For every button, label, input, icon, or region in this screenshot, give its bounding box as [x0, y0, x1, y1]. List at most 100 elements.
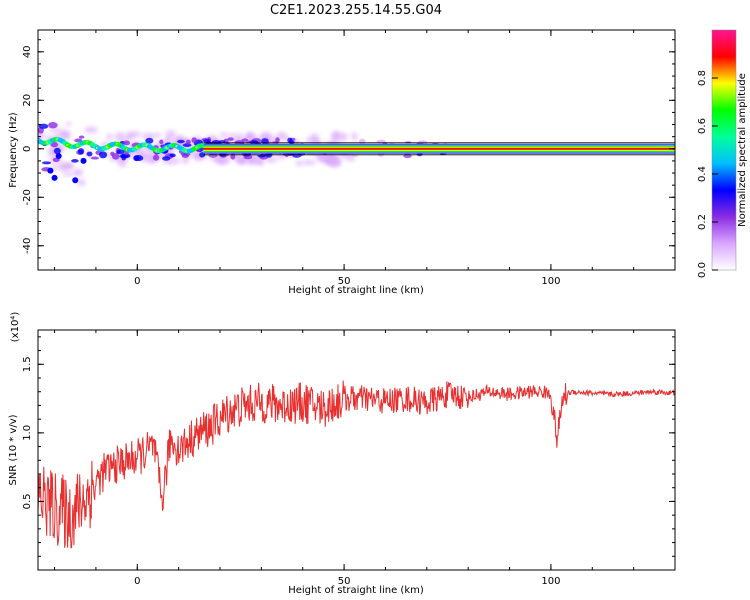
heatmap-scatter-blob	[208, 152, 218, 158]
snr-panel: 0 50 100 0.5 1.0 1.5 Height of straight line …	[8, 312, 676, 596]
snr-ytick-label: 1.5	[22, 356, 33, 372]
heatmap-halo-blob	[162, 159, 172, 165]
heatmap-halo-blob	[106, 133, 113, 140]
heatmap-noise-blob	[159, 139, 164, 145]
heatmap-low-blob	[80, 157, 87, 164]
figure-title: C2E1.2023.255.14.55.G04	[270, 3, 442, 18]
heatmap-noise-blob	[110, 151, 115, 157]
snr-xtick-label: 100	[541, 576, 560, 587]
colorbar-gradient	[712, 30, 736, 270]
heatmap-noise-blob	[230, 153, 236, 160]
heatmap-line-core	[203, 147, 675, 150]
heatmap-noise-blob	[152, 154, 160, 161]
heatmap-noise-blob	[99, 151, 108, 159]
heatmap-halo-blob	[65, 121, 72, 126]
heatmap-halo-blob	[219, 132, 229, 138]
colorbar-tick-label: 0.6	[697, 118, 708, 134]
heatmap-noise-blob	[48, 121, 58, 129]
heatmap-halo-blob	[328, 154, 340, 163]
snr-xtick-label: 50	[338, 576, 351, 587]
heatmap-halo-blob	[351, 132, 358, 141]
heatmap-halo-blob	[125, 132, 134, 141]
heatmap-xtick-label: 0	[134, 276, 140, 287]
heatmap-noise-blob	[287, 137, 293, 143]
heatmap-halo-blob	[265, 156, 277, 163]
heatmap-noise-blob	[50, 141, 59, 148]
heatmap-halo-blob	[165, 130, 177, 140]
heatmap-noise-blob	[169, 153, 176, 158]
heatmap-halo-blob	[74, 171, 82, 177]
heatmap-halo-blob	[227, 133, 237, 138]
heatmap-low-blob	[47, 167, 54, 174]
heatmap-halo-blob	[48, 127, 62, 133]
snr-ticks: 0 50 100 0.5 1.0 1.5	[22, 330, 676, 587]
heatmap-noise-blob	[42, 161, 52, 165]
heatmap-noise-blob	[86, 151, 93, 157]
heatmap-noise-blob	[227, 137, 234, 141]
heatmap-ytick-label: 20	[22, 94, 33, 107]
heatmap-ytick-label: -40	[22, 238, 33, 254]
heatmap-noise-blob	[185, 139, 191, 145]
snr-multiplier: (x10⁴)	[10, 312, 21, 343]
heatmap-frame	[37, 29, 676, 271]
heatmap-ytick-label: 0	[22, 146, 33, 152]
colorbar-tick-label: 0.4	[697, 166, 708, 182]
heatmap-noise-blob	[53, 147, 61, 155]
heatmap-halo-blob	[84, 126, 98, 134]
heatmap-noise-blob	[71, 159, 79, 163]
heatmap-noise-blob	[78, 135, 85, 139]
heatmap-noise-blob	[77, 148, 85, 155]
heatmap-halo-blob	[217, 158, 231, 164]
heatmap-halo-blob	[295, 160, 303, 167]
heatmap-low-blob	[55, 153, 62, 160]
snr-frame	[37, 329, 676, 571]
heatmap-noise-blob	[90, 156, 100, 160]
heatmap-noise-blob	[202, 139, 211, 143]
heatmap-noise-blob	[133, 155, 144, 162]
heatmap-halo-blob	[310, 133, 319, 142]
heatmap-halo-blob	[302, 159, 316, 166]
colorbar-ticks: 0.0 0.2 0.4 0.6 0.8	[697, 70, 718, 278]
heatmap-halo-blob	[76, 178, 86, 186]
heatmap-halo-blob	[141, 132, 156, 140]
heatmap-noise-blob	[74, 138, 83, 143]
colorbar-tick-label: 0.2	[697, 214, 708, 230]
heatmap-noise-blob	[162, 156, 171, 161]
colorbar-tick-label: 0.0	[697, 262, 708, 278]
heatmap-scatter-blob	[358, 138, 366, 145]
heatmap-noise-blob	[191, 137, 197, 144]
heatmap-xtick-label: 50	[338, 276, 351, 287]
heatmap-halo-blob	[281, 134, 289, 142]
heatmap-noise-blob	[123, 140, 131, 146]
heatmap-content	[38, 121, 675, 186]
snr-series-line	[38, 380, 675, 549]
heatmap-noise-blob	[249, 140, 259, 145]
colorbar-frame	[711, 29, 737, 271]
heatmap-halo-blob	[60, 132, 71, 141]
heatmap-panel: 0 50 100 -40 -20 0 20 40 Height of straight lin…	[8, 29, 676, 296]
snr-xtick-label: 0	[134, 576, 140, 587]
heatmap-noise-blob	[177, 139, 185, 144]
heatmap-halo-blob	[153, 132, 162, 138]
heatmap-halo-blob	[61, 171, 75, 176]
colorbar-tick-label: 0.8	[697, 70, 708, 86]
heatmap-scatter-blob	[403, 153, 412, 159]
snr-ytick-label: 0.5	[22, 493, 33, 509]
heatmap-halo-blob	[254, 159, 265, 166]
snr-ytick-label: 1.0	[22, 425, 33, 441]
heatmap-noise-blob	[120, 153, 131, 159]
heatmap-xlabel: Height of straight line (km)	[288, 285, 424, 296]
heatmap-low-blob	[51, 174, 58, 181]
heatmap-noise-blob	[38, 123, 49, 129]
heatmap-low-blob	[72, 177, 79, 184]
heatmap-noise-blob	[145, 137, 154, 144]
heatmap-halo-blob	[334, 132, 348, 142]
heatmap-ticks: 0 50 100 -40 -20 0 20 40	[22, 30, 676, 287]
heatmap-halo-blob	[114, 131, 126, 142]
heatmap-ytick-label: -20	[22, 189, 33, 205]
heatmap-ylabel: Frequency (Hz)	[8, 112, 19, 188]
heatmap-halo-blob	[61, 162, 75, 169]
heatmap-ytick-label: 40	[22, 45, 33, 58]
snr-xlabel: Height of straight line (km)	[288, 585, 424, 596]
